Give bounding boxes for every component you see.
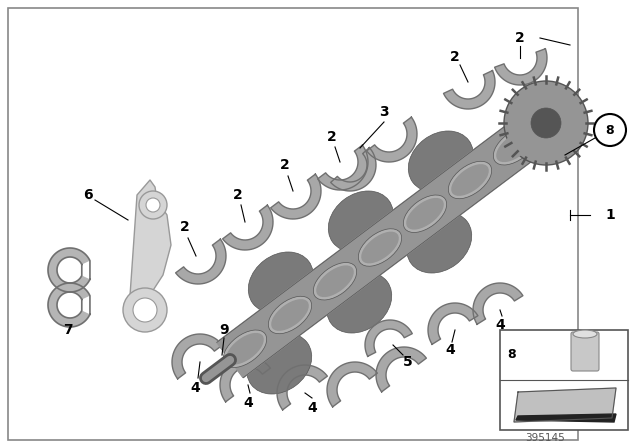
- Polygon shape: [277, 365, 328, 410]
- Ellipse shape: [448, 161, 492, 199]
- Ellipse shape: [493, 128, 537, 165]
- Ellipse shape: [361, 232, 399, 263]
- Polygon shape: [365, 320, 412, 356]
- Ellipse shape: [406, 198, 444, 230]
- Text: 4: 4: [495, 318, 505, 332]
- Circle shape: [123, 288, 167, 332]
- Ellipse shape: [246, 333, 312, 394]
- Text: 8: 8: [508, 348, 516, 361]
- Ellipse shape: [248, 252, 314, 313]
- Ellipse shape: [358, 229, 402, 266]
- Circle shape: [531, 108, 561, 138]
- Text: 3: 3: [379, 105, 389, 119]
- Polygon shape: [220, 357, 270, 402]
- Polygon shape: [172, 334, 222, 379]
- Polygon shape: [48, 248, 90, 292]
- Polygon shape: [223, 205, 273, 250]
- Ellipse shape: [314, 263, 356, 300]
- Ellipse shape: [496, 130, 534, 162]
- Circle shape: [504, 81, 588, 165]
- FancyBboxPatch shape: [571, 332, 599, 371]
- Text: 2: 2: [280, 158, 290, 172]
- Ellipse shape: [408, 131, 474, 192]
- Polygon shape: [444, 71, 495, 109]
- Ellipse shape: [328, 191, 394, 252]
- Bar: [500, 330, 628, 430]
- Text: 4: 4: [243, 396, 253, 410]
- Text: 6: 6: [83, 188, 93, 202]
- Circle shape: [146, 198, 160, 212]
- Ellipse shape: [223, 330, 267, 367]
- Polygon shape: [317, 145, 368, 190]
- Polygon shape: [217, 117, 543, 378]
- Polygon shape: [428, 303, 478, 345]
- Text: 8: 8: [605, 124, 614, 137]
- Text: 395145: 395145: [525, 433, 565, 443]
- Polygon shape: [516, 414, 616, 422]
- Text: 5: 5: [403, 355, 413, 369]
- Ellipse shape: [403, 195, 447, 233]
- Text: 7: 7: [63, 323, 73, 337]
- Polygon shape: [327, 362, 378, 407]
- Polygon shape: [367, 117, 417, 162]
- Polygon shape: [271, 174, 321, 219]
- Text: 2: 2: [180, 220, 190, 234]
- Polygon shape: [473, 283, 523, 324]
- Circle shape: [139, 191, 167, 219]
- Polygon shape: [495, 49, 547, 85]
- Polygon shape: [129, 180, 171, 310]
- Polygon shape: [514, 388, 616, 422]
- Text: 4: 4: [307, 401, 317, 415]
- Ellipse shape: [451, 164, 489, 196]
- Ellipse shape: [406, 212, 472, 273]
- Text: 4: 4: [190, 381, 200, 395]
- Polygon shape: [48, 283, 90, 327]
- Ellipse shape: [268, 296, 312, 334]
- Text: 2: 2: [450, 50, 460, 64]
- Circle shape: [594, 114, 626, 146]
- Text: 2: 2: [515, 31, 525, 45]
- Ellipse shape: [326, 272, 392, 333]
- Text: 2: 2: [327, 130, 337, 144]
- Polygon shape: [331, 147, 376, 191]
- Polygon shape: [376, 347, 426, 392]
- Text: 9: 9: [219, 323, 229, 337]
- Polygon shape: [175, 239, 226, 284]
- Text: 2: 2: [233, 188, 243, 202]
- Ellipse shape: [316, 265, 354, 297]
- Text: 4: 4: [445, 343, 455, 357]
- Ellipse shape: [271, 299, 308, 331]
- Bar: [8, 8, 578, 440]
- Ellipse shape: [226, 333, 264, 365]
- Polygon shape: [217, 117, 543, 378]
- Circle shape: [133, 298, 157, 322]
- Ellipse shape: [573, 330, 597, 338]
- Text: 1: 1: [605, 208, 615, 222]
